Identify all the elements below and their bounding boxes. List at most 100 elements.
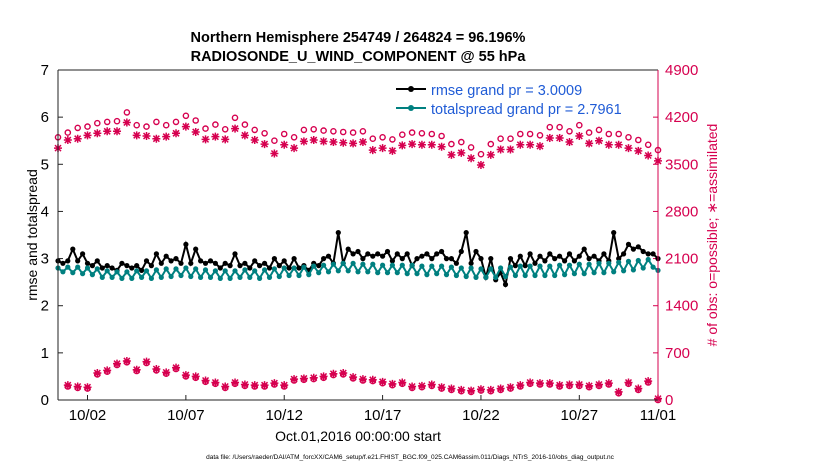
obs-assimilated-point: [152, 134, 161, 143]
obs-possible-point: [359, 127, 367, 135]
obs-assimilated-point: [388, 379, 397, 388]
totalspread-point: [80, 271, 86, 277]
obs-assimilated-point: [83, 383, 92, 392]
totalspread-point: [311, 263, 317, 269]
totalspread-point: [321, 262, 327, 268]
totalspread-point: [247, 274, 253, 280]
rmse-point: [129, 265, 135, 271]
obs-assimilated-point: [535, 142, 544, 151]
obs-assimilated-point: [447, 384, 456, 393]
totalspread-point: [537, 263, 543, 269]
obs-assimilated-point: [398, 141, 407, 150]
rmse-point: [635, 244, 641, 250]
totalspread-point: [611, 269, 617, 275]
y-left-tick-label: 7: [41, 62, 49, 79]
totalspread-point: [498, 265, 504, 271]
obs-assimilated-point: [516, 140, 525, 149]
rmse-point: [557, 253, 563, 259]
rmse-point: [616, 256, 622, 262]
totalspread-point: [207, 274, 214, 280]
obs-possible-point: [546, 123, 554, 131]
rmse-point: [198, 258, 204, 264]
obs-assimilated-point: [221, 382, 230, 391]
totalspread-point: [286, 272, 292, 279]
totalspread-point: [532, 272, 538, 279]
obs-assimilated-point: [211, 378, 220, 387]
obs-assimilated-point: [555, 381, 564, 390]
obs-assimilated-point: [476, 160, 485, 169]
rmse-point: [571, 258, 578, 264]
obs-assimilated-point: [339, 369, 348, 378]
obs-assimilated-point: [457, 385, 466, 394]
obs-assimilated-point: [309, 136, 318, 145]
y-right-tick-label: 700: [665, 345, 690, 362]
totalspread-point: [345, 268, 351, 274]
obs-possible-point: [369, 135, 377, 142]
x-tick-label: 10/07: [167, 407, 205, 424]
rmse-point: [178, 260, 184, 266]
totalspread-point: [158, 274, 164, 280]
obs-assimilated-point: [152, 365, 161, 374]
totalspread-point: [104, 268, 110, 274]
rmse-point: [611, 230, 617, 236]
obs-possible-point: [310, 126, 318, 133]
rmse-point: [296, 265, 302, 271]
totalspread-point: [483, 274, 489, 280]
legend: rmse grand pr = 3.0009 totalspread grand…: [396, 83, 622, 118]
rmse-point: [552, 256, 558, 262]
totalspread-point: [193, 266, 199, 272]
totalspread-point: [266, 274, 273, 280]
totalspread-point: [89, 272, 95, 278]
obs-assimilated-point: [594, 380, 603, 389]
totalspread-point: [409, 262, 415, 268]
rmse-point: [148, 263, 154, 269]
obs-assimilated-point: [181, 122, 190, 131]
obs-possible-point: [487, 140, 495, 148]
rmse-point: [630, 246, 637, 252]
rmse-point: [276, 263, 282, 269]
y-left-tick-label: 1: [41, 345, 49, 362]
obs-possible-point: [271, 137, 278, 144]
obs-possible-point: [74, 124, 81, 132]
obs-assimilated-point: [221, 135, 230, 144]
obs-assimilated-point: [122, 356, 131, 365]
totalspread-point: [414, 271, 420, 277]
obs-possible-point: [153, 118, 160, 126]
obs-possible-point: [615, 130, 623, 138]
totalspread-point: [188, 273, 194, 280]
totalspread-point: [557, 262, 563, 268]
obs-possible-point: [182, 112, 190, 120]
obs-possible-point: [526, 130, 534, 138]
rmse-point: [207, 258, 214, 264]
obs-count-series: [54, 109, 662, 404]
obs-assimilated-point: [437, 142, 446, 151]
rmse-point: [429, 256, 435, 262]
plot-area: [58, 70, 658, 400]
obs-assimilated-point: [565, 380, 574, 389]
obs-assimilated-point: [142, 357, 151, 366]
obs-assimilated-point: [309, 373, 318, 382]
obs-assimilated-point: [565, 138, 574, 147]
obs-possible-point: [241, 121, 249, 128]
obs-assimilated-point: [329, 138, 338, 147]
obs-assimilated-point: [467, 154, 476, 163]
rmse-point: [384, 248, 391, 255]
obs-assimilated-point: [526, 140, 535, 149]
totalspread-point: [468, 265, 474, 271]
obs-assimilated-point: [417, 140, 426, 149]
obs-assimilated-point: [290, 375, 299, 384]
y-right-tick-label: 2800: [665, 203, 698, 220]
rmse-point: [463, 230, 469, 236]
obs-assimilated-point: [594, 136, 603, 145]
obs-assimilated-point: [624, 144, 633, 153]
rmse-point: [650, 251, 656, 257]
rmse-point: [591, 253, 597, 259]
totalspread-point: [542, 272, 548, 279]
obs-assimilated-point: [417, 381, 426, 390]
x-axis-label: Oct.01,2016 00:00:00 start: [275, 428, 441, 444]
totalspread-point: [507, 264, 514, 270]
obs-assimilated-point: [132, 365, 141, 374]
obs-assimilated-point: [457, 148, 466, 157]
obs-assimilated-point: [93, 129, 102, 138]
obs-assimilated-point: [585, 381, 594, 390]
